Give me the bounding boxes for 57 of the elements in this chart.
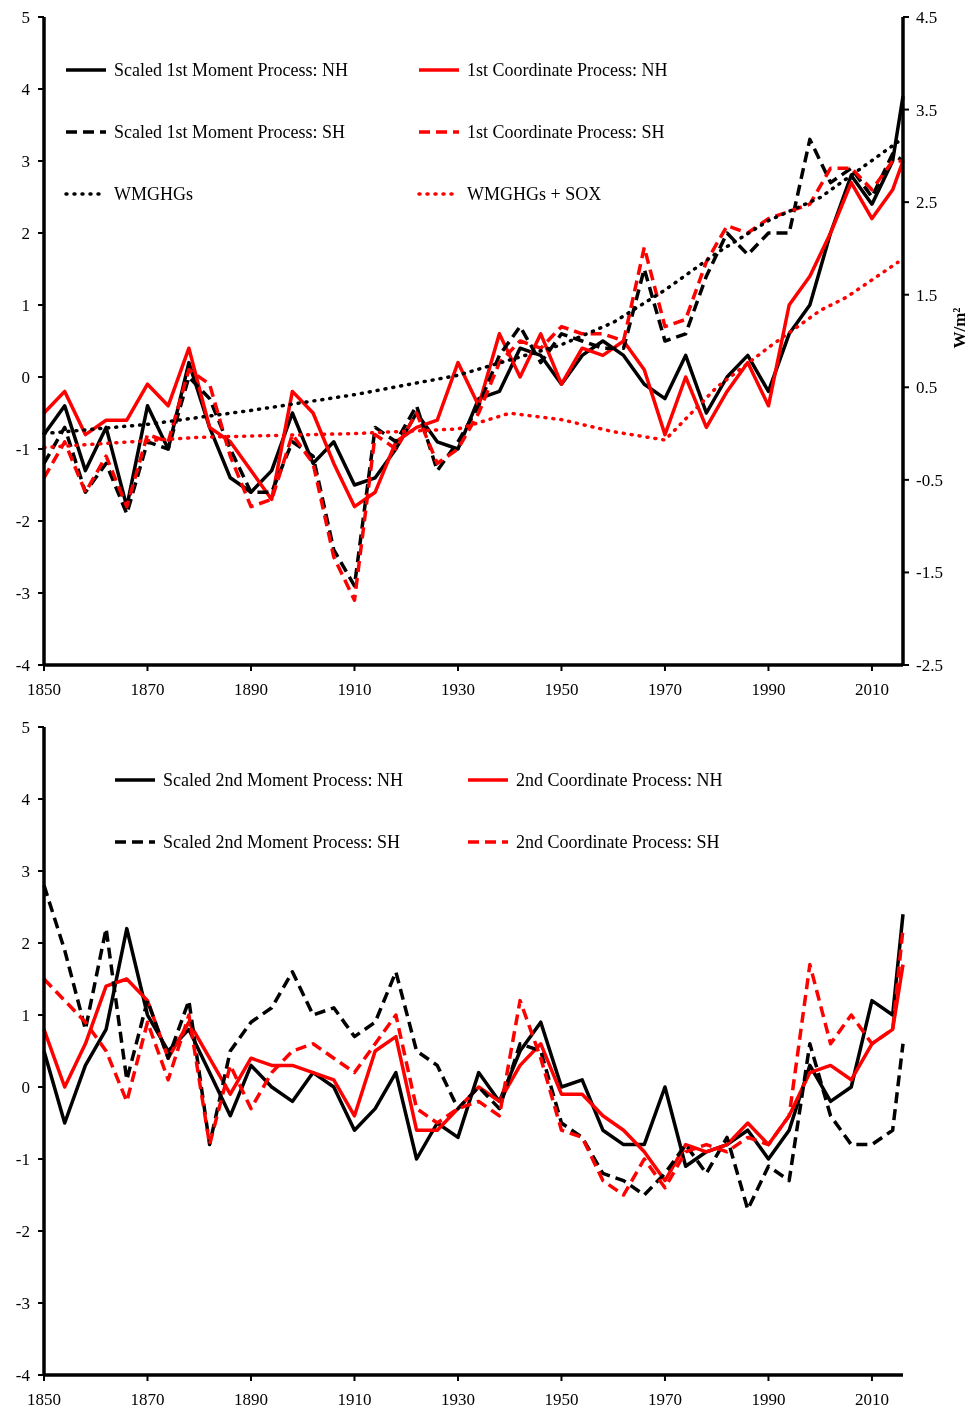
y-tick-label: 2 [21, 933, 30, 953]
y-tick-label: 3 [21, 151, 30, 171]
x-tick-label: 1890 [233, 1390, 268, 1409]
x-tick-label: 1910 [337, 1390, 372, 1409]
y-tick-label: 3 [21, 861, 30, 881]
legend-label: Scaled 2nd Moment Process: SH [163, 832, 400, 853]
legend-label: Scaled 1st Moment Process: NH [114, 60, 348, 81]
y2-tick-label: -1.5 [916, 563, 943, 583]
x-tick-label: 2010 [854, 1390, 889, 1409]
y-tick-label: 5 [21, 717, 30, 737]
y-tick-label: -4 [15, 655, 31, 675]
x-tick-label: 1930 [440, 1390, 475, 1409]
y-tick-label: 1 [21, 295, 30, 315]
y2-tick-label: 2.5 [916, 193, 938, 213]
y-tick-label: -1 [15, 439, 30, 459]
x-tick-label: 1990 [751, 680, 786, 699]
y2-tick-label: -2.5 [916, 655, 943, 675]
x-tick-label: 2010 [854, 680, 889, 699]
x-tick-label: 1850 [27, 1390, 61, 1409]
legend-label: Scaled 2nd Moment Process: NH [163, 770, 403, 791]
y-tick-label: 0 [21, 1077, 30, 1097]
x-tick-label: 1930 [440, 680, 475, 699]
legend-label: WMGHGs + SOX [467, 184, 602, 205]
x-tick-label: 1870 [130, 680, 165, 699]
x-tick-label: 1950 [544, 1390, 579, 1409]
legend-label: WMGHGs [114, 184, 193, 205]
x-tick-label: 1970 [647, 680, 682, 699]
y-tick-label: 4 [21, 79, 31, 99]
y-tick-label: 1 [21, 1005, 30, 1025]
y-tick-label: -2 [15, 1221, 30, 1241]
y-tick-label: -2 [15, 511, 30, 531]
x-tick-label: 1910 [337, 680, 372, 699]
y2-axis-title: W/m² [950, 307, 969, 349]
y-tick-label: -4 [15, 1365, 31, 1385]
x-tick-label: 1870 [130, 1390, 165, 1409]
x-tick-label: 1850 [27, 680, 61, 699]
legend-label: Scaled 1st Moment Process: SH [114, 122, 345, 143]
legend-label: 1st Coordinate Process: SH [467, 122, 665, 143]
y-tick-label: 2 [21, 223, 30, 243]
legend-label: 2nd Coordinate Process: NH [516, 770, 723, 791]
y-tick-label: 5 [21, 7, 30, 27]
y2-tick-label: 0.5 [916, 378, 938, 398]
y-tick-label: -3 [15, 1293, 30, 1313]
y2-tick-label: -0.5 [916, 470, 943, 490]
legend-label: 2nd Coordinate Process: SH [516, 832, 720, 853]
y-tick-label: -1 [15, 1149, 30, 1169]
legend-label: 1st Coordinate Process: NH [467, 60, 668, 81]
y2-tick-label: 4.5 [916, 7, 938, 27]
x-tick-label: 1990 [751, 1390, 786, 1409]
y2-tick-label: 1.5 [916, 285, 938, 305]
x-tick-label: 1970 [647, 1390, 682, 1409]
x-tick-label: 1950 [544, 680, 579, 699]
y2-tick-label: 3.5 [916, 100, 938, 120]
y-tick-label: 0 [21, 367, 30, 387]
y-tick-label: -3 [15, 583, 30, 603]
x-tick-label: 1890 [233, 680, 268, 699]
y-tick-label: 4 [21, 789, 31, 809]
